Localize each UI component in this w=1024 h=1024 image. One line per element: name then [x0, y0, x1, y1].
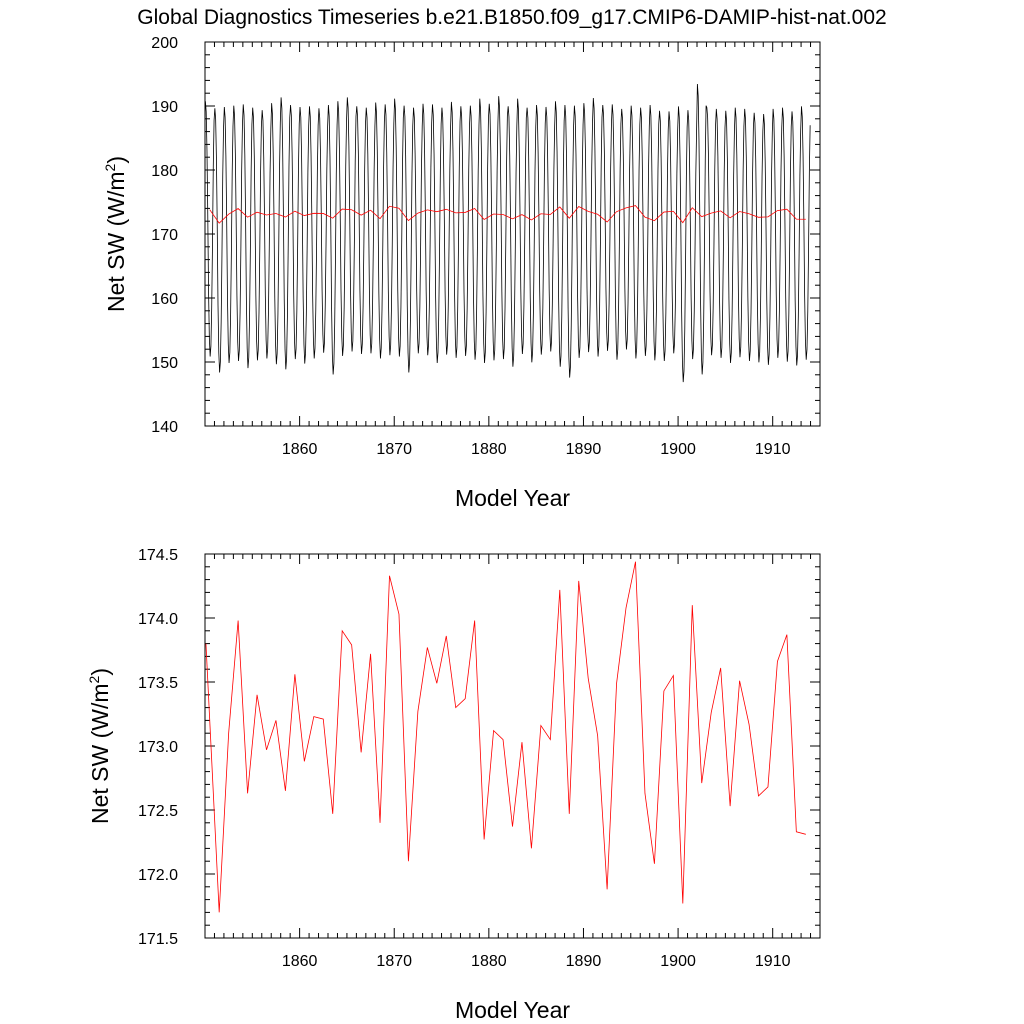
- x-tick-label: 1910: [755, 441, 791, 458]
- plot-frame: [204, 41, 821, 427]
- plot-frame: [204, 553, 821, 939]
- x-tick-label: 1870: [376, 953, 412, 970]
- x-axis-label: Model Year: [455, 997, 570, 1023]
- y-axis-label: Net SW (W/m2): [102, 156, 129, 312]
- y-tick-label: 160: [151, 291, 178, 308]
- y-tick-label: 171.5: [138, 931, 178, 948]
- series-line-annual-mean: [205, 561, 806, 913]
- y-tick-label: 150: [151, 355, 178, 372]
- top-panel: 1860 1870 1880 1890 1900 1910 140 150 160 170 180 1…: [102, 35, 821, 511]
- figure-title: Global Diagnostics Timeseries b.e21.B185…: [137, 6, 886, 29]
- x-tick-label: 1860: [282, 441, 318, 458]
- y-tick-label: 172.5: [138, 803, 178, 820]
- y-axis-label-main: Net SW (W/m: [103, 171, 129, 312]
- series-line-annual-mean: [209, 205, 806, 224]
- x-tick-label: 1900: [660, 953, 696, 970]
- x-tick-label: 1880: [471, 953, 507, 970]
- y-axis-label-superscript: 2: [86, 675, 102, 683]
- x-tick-label: 1910: [755, 953, 791, 970]
- y-tick-label: 173.5: [138, 675, 178, 692]
- series-line-monthly: [205, 83, 811, 383]
- x-tick-label: 1880: [471, 441, 507, 458]
- y-axis-label-superscript: 2: [102, 163, 118, 171]
- y-tick-label: 174.0: [138, 611, 178, 628]
- x-tick-label: 1870: [376, 441, 412, 458]
- y-tick-label: 190: [151, 99, 178, 116]
- y-tick-label: 174.5: [138, 547, 178, 564]
- y-axis-label: Net SW (W/m2): [86, 668, 113, 824]
- bottom-panel: 1860 1870 1880 1890 1900 1910 171.5 172.0 172.5 1…: [86, 547, 821, 1023]
- y-axis-label-close: ): [103, 156, 129, 164]
- y-tick-label: 170: [151, 227, 178, 244]
- y-tick-label: 180: [151, 163, 178, 180]
- y-tick-label: 173.0: [138, 739, 178, 756]
- x-tick-label: 1890: [566, 953, 602, 970]
- y-tick-label: 140: [151, 419, 178, 436]
- y-tick-label: 200: [151, 35, 178, 52]
- y-axis-label-close: ): [87, 668, 113, 676]
- x-axis-label: Model Year: [455, 485, 570, 511]
- x-tick-label: 1860: [282, 953, 318, 970]
- y-axis-label-main: Net SW (W/m: [87, 683, 113, 824]
- x-tick-label: 1900: [660, 441, 696, 458]
- y-tick-label: 172.0: [138, 867, 178, 884]
- x-tick-label: 1890: [566, 441, 602, 458]
